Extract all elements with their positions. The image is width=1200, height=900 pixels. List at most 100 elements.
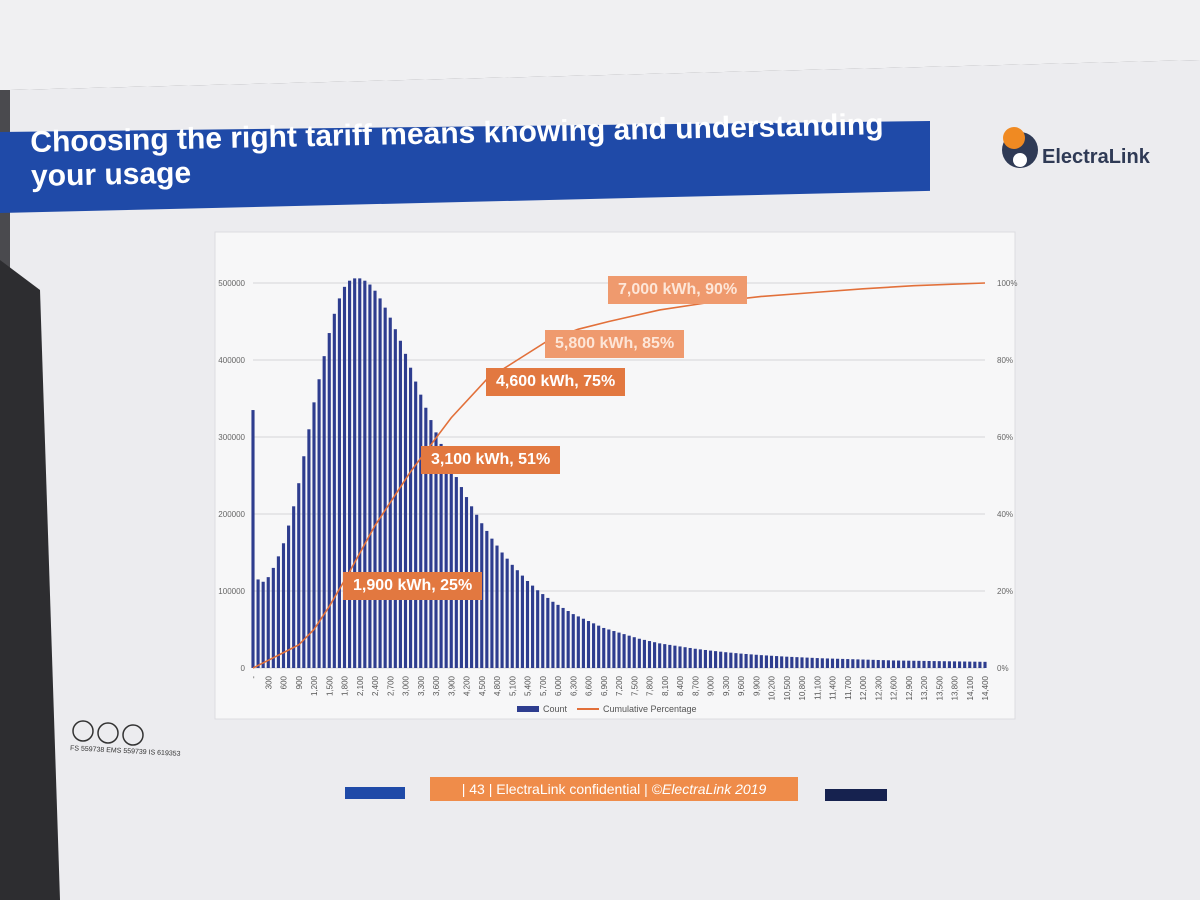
bar	[647, 641, 652, 668]
y2-tick-label: 80%	[997, 356, 1013, 365]
bar	[251, 410, 255, 668]
bar	[719, 651, 723, 668]
callout-3100: 3,100 kWh, 51%	[421, 446, 561, 474]
bar	[617, 632, 621, 668]
bar	[790, 656, 794, 668]
bar	[388, 317, 392, 668]
x-tick-label: 12,900	[905, 675, 914, 700]
x-tick-label: 11,100	[813, 675, 822, 699]
bar	[937, 661, 941, 668]
bar	[703, 649, 707, 668]
bar	[287, 525, 291, 668]
footer-bar: | 43 | ElectraLink confidential | ©Elect…	[430, 777, 798, 801]
bar	[683, 647, 687, 668]
bar	[785, 656, 789, 668]
footer-blue-bar	[345, 787, 405, 799]
bar	[398, 340, 402, 668]
bar	[927, 660, 931, 668]
bar	[795, 657, 799, 668]
footer-copyright: ©ElectraLink 2019	[651, 781, 767, 797]
y2-tick-label: 100%	[997, 279, 1017, 288]
bar	[561, 607, 565, 668]
bar	[276, 556, 280, 668]
bar	[714, 651, 718, 668]
bar	[749, 654, 753, 668]
bar	[322, 356, 326, 668]
x-tick-label: 5,100	[508, 675, 517, 696]
x-tick-label: 6,300	[569, 675, 578, 696]
bar	[815, 658, 819, 668]
bar	[830, 658, 835, 668]
x-tick-label: 13,200	[920, 675, 929, 700]
x-tick-label: 3,600	[432, 675, 441, 696]
callout-5800: 5,800 kWh, 85%	[545, 330, 685, 358]
footer-confidential: ElectraLink confidential |	[496, 781, 648, 797]
bar	[368, 284, 372, 668]
bar	[586, 621, 591, 668]
bar	[536, 590, 540, 668]
electralink-logo-icon	[1002, 127, 1038, 168]
x-tick-label: 12,000	[859, 675, 868, 700]
bar	[556, 604, 560, 668]
bar	[403, 353, 408, 668]
x-tick-label: 4,800	[493, 675, 502, 696]
bar	[744, 653, 748, 668]
bar	[963, 661, 967, 668]
bar	[724, 652, 728, 668]
y-tick-label: 0	[241, 664, 246, 673]
x-tick-label: 3,900	[447, 675, 456, 696]
bar	[302, 456, 306, 668]
bar	[348, 280, 352, 668]
x-tick-label: 6,900	[600, 675, 609, 696]
legend-count-label: Count	[543, 704, 568, 714]
bar	[800, 657, 804, 668]
bar	[673, 645, 677, 668]
bar	[856, 659, 860, 668]
paper-top-strip	[0, 0, 1200, 90]
x-tick-label: 6,000	[554, 675, 563, 696]
bar	[363, 280, 367, 668]
x-tick-label: 300	[264, 675, 273, 689]
y2-tick-label: 20%	[997, 587, 1013, 596]
y2-tick-label: 0%	[997, 664, 1009, 673]
bar	[907, 660, 911, 668]
bar	[891, 660, 896, 668]
bar	[495, 545, 499, 668]
dark-corner-left	[0, 260, 60, 900]
bar	[653, 642, 657, 668]
bar	[576, 616, 580, 668]
bar	[612, 631, 616, 668]
x-tick-label: 14,400	[981, 675, 990, 700]
bar	[500, 552, 504, 668]
bar	[922, 660, 926, 668]
bar	[820, 658, 824, 668]
bar	[602, 627, 606, 668]
x-tick-label: 3,000	[402, 675, 411, 696]
x-tick-label: 900	[295, 675, 304, 689]
bar	[881, 660, 885, 668]
bar	[780, 656, 784, 668]
x-tick-label: 10,800	[798, 675, 807, 700]
bar	[627, 635, 631, 668]
bar	[876, 659, 880, 668]
x-tick-label: 14,100	[966, 675, 975, 700]
bar	[266, 577, 270, 668]
bar	[942, 661, 946, 668]
bar	[541, 594, 545, 668]
bar	[566, 611, 570, 668]
bar	[658, 643, 662, 668]
x-tick-label: 9,000	[707, 675, 716, 696]
bar	[551, 601, 555, 668]
bar	[693, 648, 697, 668]
x-tick-label: 13,500	[935, 675, 944, 700]
bar	[912, 660, 916, 668]
logo-wordmark: ElectraLink	[1042, 146, 1150, 168]
certification-icons	[72, 720, 144, 746]
x-tick-label: 12,300	[874, 675, 883, 700]
y-tick-label: 100000	[218, 587, 245, 596]
footer-page: | 43 |	[461, 781, 493, 797]
bar	[429, 420, 433, 668]
bar	[841, 658, 845, 668]
bar	[505, 558, 509, 668]
